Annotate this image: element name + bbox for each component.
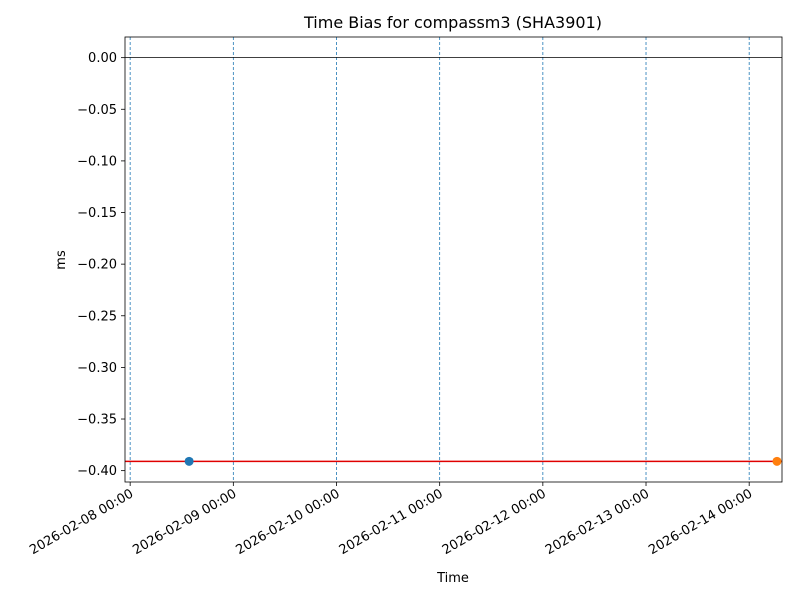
plot-frame (124, 36, 783, 483)
y-axis-label: ms (54, 250, 69, 270)
x-tick-label: 2026-02-11 00:00 (337, 486, 446, 558)
y-tick-label: −0.15 (77, 206, 117, 221)
x-axis-label: Time (436, 571, 469, 586)
y-tick-label: −0.40 (77, 464, 117, 479)
y-tick-label: −0.25 (77, 309, 117, 324)
y-tick-label: −0.30 (77, 361, 117, 376)
data-point (772, 456, 782, 466)
y-tick-label: −0.20 (77, 258, 117, 273)
x-tick-label: 2026-02-10 00:00 (234, 486, 343, 558)
x-tick-label: 2026-02-08 00:00 (27, 486, 136, 558)
x-tick-label: 2026-02-09 00:00 (130, 486, 239, 558)
y-tick-label: −0.10 (77, 154, 117, 169)
y-tick-label: −0.35 (77, 413, 117, 428)
chart-title: Time Bias for compassm3 (SHA3901) (303, 13, 602, 32)
x-tick-label: 2026-02-13 00:00 (543, 486, 652, 558)
x-tick-label: 2026-02-12 00:00 (440, 486, 549, 558)
data-point (184, 456, 194, 466)
y-tick-label: 0.00 (88, 51, 117, 66)
x-tick-label: 2026-02-14 00:00 (646, 486, 755, 558)
y-tick-label: −0.05 (77, 103, 117, 118)
